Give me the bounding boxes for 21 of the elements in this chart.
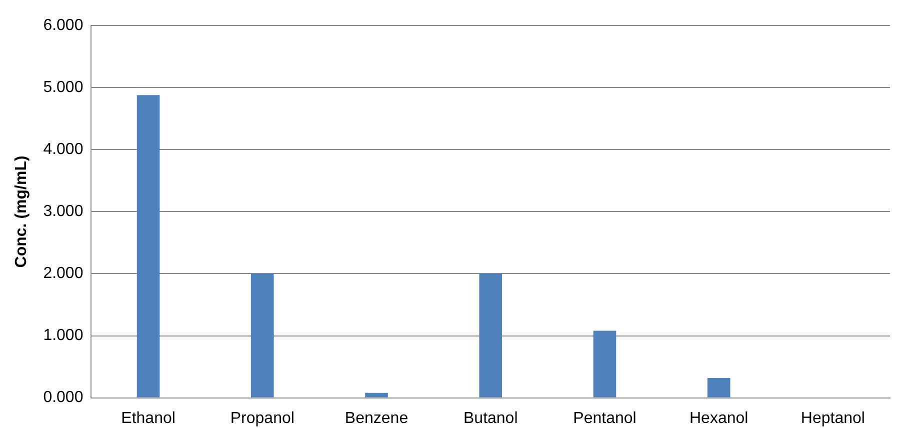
- bar: [707, 378, 730, 398]
- x-tick-label: Propanol: [230, 410, 294, 427]
- bar: [365, 392, 388, 398]
- bar: [136, 95, 160, 398]
- y-tick-label: 5.000: [43, 79, 84, 96]
- x-tick-label: Ethanol: [121, 410, 176, 427]
- y-tick-label: 1.000: [43, 327, 84, 344]
- y-axis-title: Conc. (mg/mL): [13, 156, 30, 268]
- x-tick-label: Benzene: [344, 410, 408, 427]
- x-tick-label: Butanol: [463, 410, 518, 427]
- bar: [479, 274, 502, 398]
- y-tick-label: 6.000: [43, 17, 84, 34]
- x-tick-label: Heptanol: [800, 410, 865, 427]
- y-tick-label: 4.000: [43, 141, 84, 158]
- y-tick-label: 2.000: [43, 265, 84, 282]
- y-tick-label: 0.000: [43, 389, 84, 406]
- x-tick-label: Pentanol: [573, 410, 636, 427]
- bar: [593, 330, 616, 398]
- y-tick-label: 3.000: [43, 203, 84, 220]
- x-tick-label: Hexanol: [689, 410, 748, 427]
- bar: [250, 274, 274, 398]
